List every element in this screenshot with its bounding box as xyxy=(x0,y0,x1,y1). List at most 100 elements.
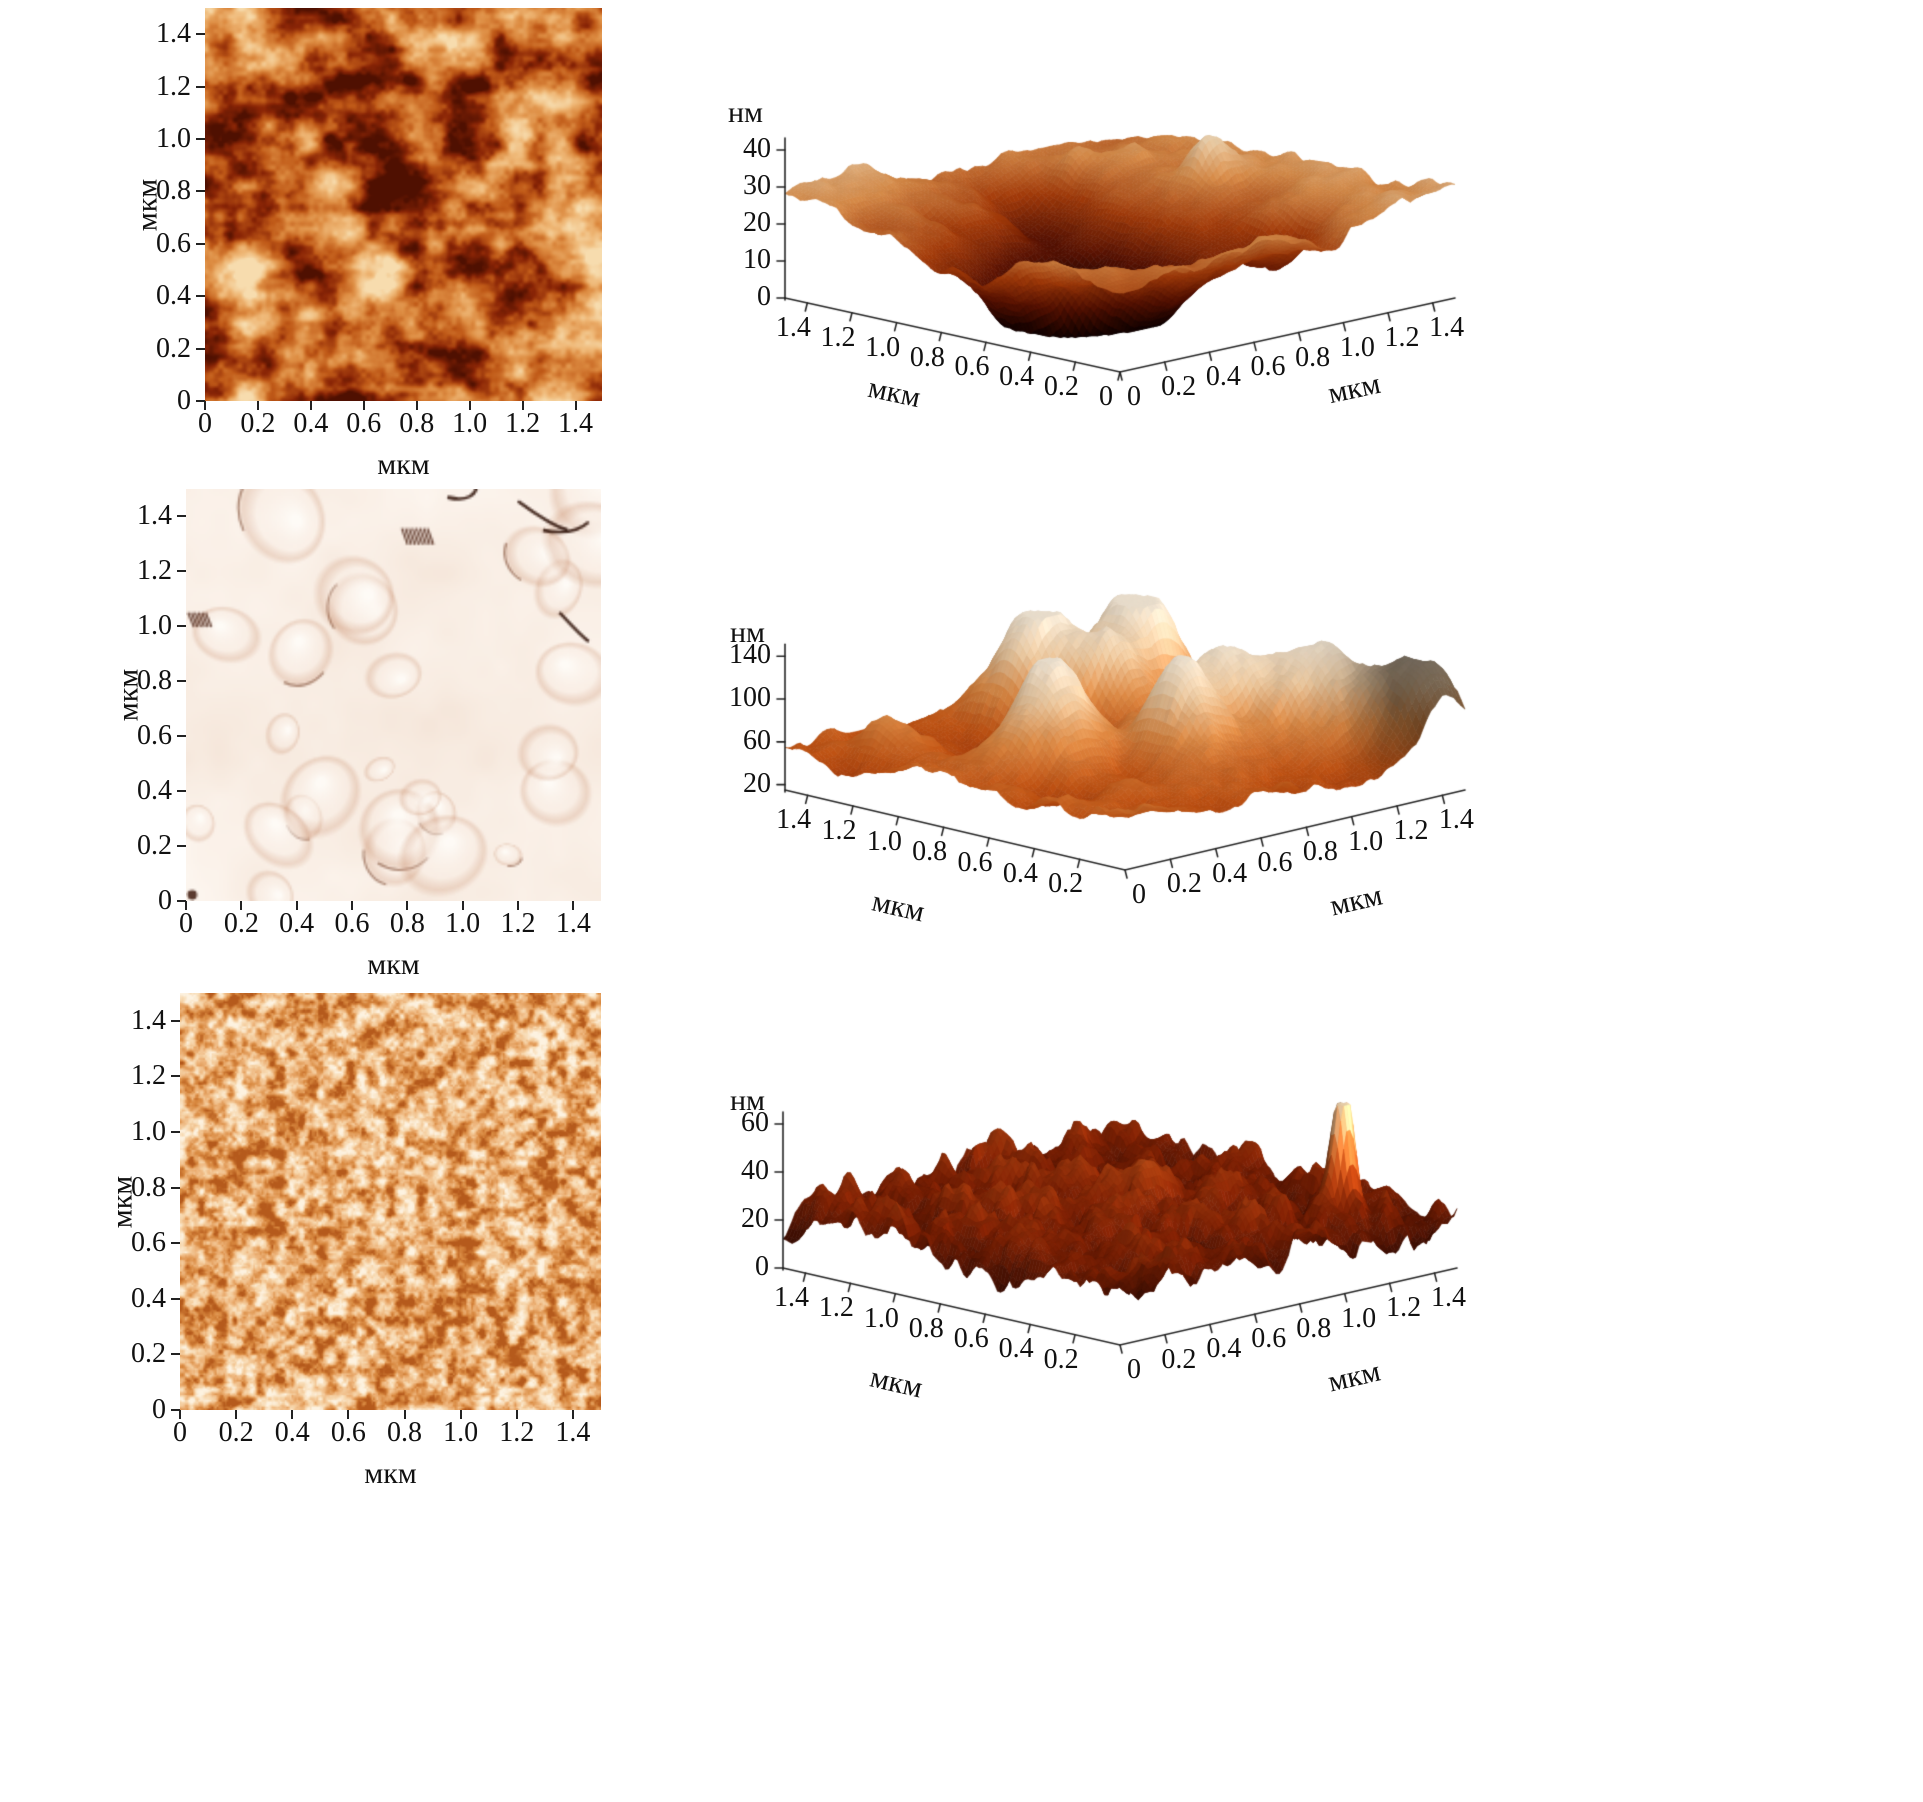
tick-label: 0.6 xyxy=(1257,847,1293,878)
tick-label: 1.0 xyxy=(137,610,172,642)
tick-label: 0.6 xyxy=(957,847,993,878)
tick-mark xyxy=(171,1409,180,1411)
tick-mark xyxy=(204,401,206,410)
surface-3d-plot-row2 xyxy=(700,535,1510,920)
z-axis-title-3d-row2: нм xyxy=(730,616,766,649)
tick-label: 0.8 xyxy=(399,408,435,439)
tick-label: 100 xyxy=(729,682,771,714)
tick-mark xyxy=(351,901,353,910)
tick-label: 0 xyxy=(1132,879,1146,910)
z-axis-title-3d-row3: нм xyxy=(730,1084,766,1117)
tick-label: 0.8 xyxy=(1295,341,1331,373)
tick-mark xyxy=(196,295,205,298)
tick-label: 1.0 xyxy=(131,1116,166,1147)
tick-mark xyxy=(235,1410,238,1419)
tick-label: 0.8 xyxy=(1302,836,1338,868)
tick-label: 0 xyxy=(755,1251,769,1282)
tick-label: 1.4 xyxy=(558,408,594,439)
tick-label: 1.4 xyxy=(1431,1282,1467,1314)
tick-label: 60 xyxy=(743,724,771,756)
tick-label: 1.4 xyxy=(773,1282,809,1314)
tick-label: 1.4 xyxy=(131,1004,166,1036)
afm-2d-image-row2 xyxy=(186,489,601,901)
surface-3d-panel-row3: нм мкм мкм 0 20 40 60 1.4 1.2 1.0 0.8 0.6 0.4 0.2 0… xyxy=(700,1055,1510,1440)
tick-mark xyxy=(517,901,519,910)
tick-label: 0.6 xyxy=(953,1323,989,1355)
tick-label: 1.0 xyxy=(1348,825,1384,857)
tick-label: 0.6 xyxy=(346,408,382,439)
tick-label: 0 xyxy=(173,1417,187,1448)
surface-3d-plot-row1 xyxy=(700,85,1510,430)
tick-label: 0.4 xyxy=(274,1417,310,1448)
tick-label: 0.8 xyxy=(156,175,191,207)
tick-label: 140 xyxy=(729,639,771,671)
surface-3d-panel-row2: нм мкм мкм 20 60 100 140 1.4 1.2 1.0 0.8 0.6 0.4 0… xyxy=(700,535,1510,929)
tick-label: 1.2 xyxy=(131,1060,166,1092)
tick-mark xyxy=(196,138,205,140)
tick-label: 0.2 xyxy=(223,908,259,939)
tick-mark xyxy=(196,242,205,245)
tick-mark xyxy=(177,570,186,573)
tick-label: 0.8 xyxy=(912,836,948,868)
tick-label: 1.2 xyxy=(1386,1292,1422,1324)
tick-label: 40 xyxy=(741,1155,769,1186)
tick-label: 0.4 xyxy=(998,1333,1034,1365)
tick-label: 1.2 xyxy=(505,408,541,439)
tick-label: 0.4 xyxy=(293,408,329,439)
tick-label: 0.4 xyxy=(1212,857,1248,889)
tick-label: 0.4 xyxy=(1205,361,1241,393)
tick-label: 0 xyxy=(179,908,193,939)
tick-mark xyxy=(572,901,575,910)
tick-mark xyxy=(177,845,186,848)
tick-mark xyxy=(171,1242,180,1245)
afm-2d-image-row1 xyxy=(205,8,602,401)
tick-label: 0.6 xyxy=(1251,1323,1287,1355)
tick-label: 1.0 xyxy=(443,1417,479,1448)
tick-mark xyxy=(459,1410,462,1419)
tick-label: 0.8 xyxy=(908,1312,944,1344)
tick-mark xyxy=(403,1410,406,1419)
tick-label: 0.8 xyxy=(131,1171,166,1203)
tick-mark xyxy=(171,1297,180,1300)
afm-2d-panel-row3: мкм мкм 0 0.2 0.4 0.6 0.8 1.0 1.2 1.4 0 0.2 0.4 0.6… xyxy=(105,993,601,1490)
tick-label: 1.0 xyxy=(452,408,488,439)
tick-mark xyxy=(179,1410,181,1419)
x-axis-title-2d-row2: мкм xyxy=(367,948,420,981)
tick-mark xyxy=(171,1075,180,1078)
tick-mark xyxy=(515,1410,518,1419)
tick-mark xyxy=(461,901,464,910)
tick-label: 0.4 xyxy=(131,1282,166,1314)
tick-label: 1.0 xyxy=(863,1302,899,1334)
tick-mark xyxy=(196,400,205,402)
tick-label: 0.8 xyxy=(1296,1312,1332,1344)
tick-label: 1.2 xyxy=(821,815,857,846)
afm-2d-image-row3 xyxy=(180,993,601,1410)
tick-mark xyxy=(171,1019,180,1022)
tick-mark xyxy=(196,347,205,350)
afm-2d-panel-row1: мкм мкм 0 0.2 0.4 0.6 0.8 1.0 1.2 1.4 0 0.2 0.4 0.6… xyxy=(130,8,602,481)
tick-label: 40 xyxy=(743,133,771,164)
tick-mark xyxy=(196,33,205,36)
tick-mark xyxy=(177,625,186,628)
tick-mark xyxy=(295,901,298,910)
tick-label: 0 xyxy=(198,408,212,439)
tick-label: 0.4 xyxy=(999,361,1035,393)
tick-label: 0.4 xyxy=(1206,1333,1242,1365)
tick-label: 0.2 xyxy=(240,408,276,439)
tick-label: 0.4 xyxy=(156,280,191,312)
tick-label: 0.4 xyxy=(137,775,172,807)
tick-label: 1.0 xyxy=(866,825,902,857)
tick-label: 0 xyxy=(177,385,191,416)
tick-label: 1.4 xyxy=(775,311,811,343)
tick-mark xyxy=(415,401,418,410)
tick-label: 1.0 xyxy=(156,123,191,154)
tick-label: 0.6 xyxy=(334,908,370,939)
afm-2d-panel-row2: мкм мкм 0 0.2 0.4 0.6 0.8 1.0 1.2 1.4 0 0.2 0.4 0.6… xyxy=(111,489,601,981)
tick-mark xyxy=(309,401,312,410)
tick-mark xyxy=(571,1410,574,1419)
tick-label: 0 xyxy=(158,885,172,916)
tick-mark xyxy=(177,515,186,518)
tick-label: 0.8 xyxy=(387,1417,423,1448)
tick-label: 1.0 xyxy=(1341,1302,1377,1334)
tick-label: 1.2 xyxy=(499,1417,535,1448)
